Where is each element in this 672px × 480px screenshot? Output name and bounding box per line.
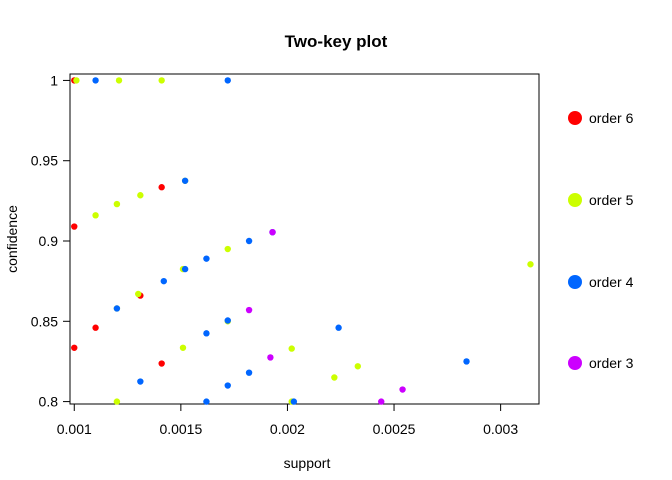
data-point xyxy=(335,324,342,331)
data-point xyxy=(354,363,361,370)
data-point xyxy=(224,317,231,324)
legend-label: order 5 xyxy=(589,192,634,208)
legend-label: order 6 xyxy=(589,110,634,126)
data-point xyxy=(160,277,167,285)
data-point xyxy=(113,305,121,312)
legend-marker xyxy=(568,275,582,289)
data-point xyxy=(115,77,123,84)
data-point xyxy=(267,354,274,361)
y-tick-label: 0.8 xyxy=(39,394,59,410)
data-point xyxy=(203,255,210,262)
y-tick-label: 1 xyxy=(50,72,58,88)
data-point xyxy=(331,374,338,381)
data-point xyxy=(181,177,189,184)
y-tick-label: 0.9 xyxy=(39,233,59,249)
data-point xyxy=(92,77,99,84)
data-point xyxy=(527,261,534,268)
data-points xyxy=(71,77,534,405)
data-point xyxy=(113,200,121,208)
legend-label: order 4 xyxy=(589,274,634,290)
x-tick-label: 0.002 xyxy=(270,421,305,437)
data-point xyxy=(158,184,165,191)
data-point xyxy=(378,398,385,405)
data-point xyxy=(224,77,231,84)
data-point xyxy=(245,237,253,245)
data-point xyxy=(135,290,142,298)
data-point xyxy=(203,398,210,405)
data-point xyxy=(181,265,189,273)
data-point xyxy=(245,306,253,314)
legend-label: order 3 xyxy=(589,355,634,371)
y-axis-label: confidence xyxy=(4,205,20,273)
data-point xyxy=(224,382,231,389)
data-point xyxy=(71,344,78,351)
data-point xyxy=(245,369,253,376)
legend-marker xyxy=(568,111,582,125)
data-point xyxy=(203,330,210,337)
x-tick-label: 0.0025 xyxy=(373,421,416,437)
data-point xyxy=(290,398,298,405)
data-point xyxy=(92,324,99,331)
data-point xyxy=(463,358,470,365)
data-point xyxy=(92,212,99,219)
y-tick-label: 0.85 xyxy=(31,313,58,329)
x-axis-label: support xyxy=(284,455,331,471)
data-point xyxy=(113,398,121,405)
data-point xyxy=(73,77,80,84)
data-point xyxy=(399,386,406,393)
data-point xyxy=(137,378,144,385)
legend-marker xyxy=(568,193,582,207)
x-tick-label: 0.0015 xyxy=(159,421,202,437)
x-tick-label: 0.001 xyxy=(57,421,92,437)
data-point xyxy=(224,245,231,253)
data-point xyxy=(269,228,276,236)
data-point xyxy=(158,77,165,84)
data-point xyxy=(288,345,295,352)
x-tick-label: 0.003 xyxy=(483,421,518,437)
data-point xyxy=(137,192,144,199)
data-point xyxy=(179,344,187,351)
plot-frame xyxy=(69,73,540,405)
legend-marker xyxy=(568,356,582,370)
y-tick-label: 0.95 xyxy=(31,153,58,169)
chart-title: Two-key plot xyxy=(285,32,388,51)
y-axis: 0.8 0.85 0.9 0.95 1 xyxy=(31,72,70,410)
x-axis: 0.001 0.0015 0.002 0.0025 0.003 xyxy=(57,404,518,437)
legend: order 6 order 5 order 4 order 3 xyxy=(568,110,634,371)
data-point xyxy=(158,360,165,367)
data-point xyxy=(71,223,78,230)
